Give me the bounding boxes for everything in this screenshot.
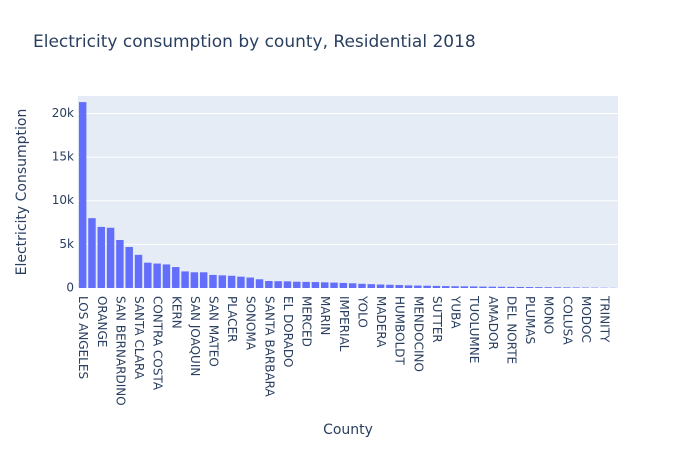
- x-tick-label: EL DORADO: [281, 296, 295, 368]
- bar: [526, 287, 533, 288]
- bar: [405, 285, 412, 288]
- bar: [284, 281, 291, 288]
- x-tick-label: MERCED: [300, 296, 314, 347]
- y-tick-label: 20k: [52, 106, 74, 120]
- bar: [563, 287, 570, 288]
- x-tick-label: TUOLUMNE: [467, 295, 481, 363]
- y-tick-label: 15k: [52, 150, 74, 164]
- bar: [274, 281, 281, 288]
- bar: [135, 255, 142, 288]
- bar: [144, 263, 151, 288]
- x-tick-label: CONTRA COSTA: [151, 296, 165, 391]
- bar: [414, 286, 421, 288]
- x-tick-label: ORANGE: [95, 296, 109, 347]
- bar: [442, 286, 449, 288]
- bar: [340, 283, 347, 288]
- x-tick-label: TRINITY: [598, 295, 612, 343]
- bar: [489, 287, 496, 288]
- plot-area: [78, 96, 618, 288]
- x-tick-label: COLUSA: [560, 296, 574, 346]
- bar: [107, 228, 114, 288]
- bar: [451, 286, 458, 288]
- x-tick-label: MODOC: [579, 296, 593, 343]
- bar: [535, 287, 542, 288]
- x-tick-label: YOLO: [355, 295, 369, 328]
- x-tick-label: IMPERIAL: [337, 296, 351, 352]
- bar: [237, 277, 244, 288]
- bar: [265, 281, 272, 288]
- bar: [116, 240, 123, 288]
- y-tick-label: 5k: [59, 237, 74, 251]
- bar: [386, 285, 393, 288]
- bar: [470, 286, 477, 288]
- x-tick-label: AMADOR: [486, 296, 500, 350]
- chart-title: Electricity consumption by county, Resid…: [33, 32, 476, 52]
- bar: [461, 286, 468, 288]
- bar: [377, 285, 384, 288]
- bar: [256, 279, 263, 288]
- bar: [209, 275, 216, 288]
- bar: [98, 227, 105, 288]
- x-tick-label: SANTA CLARA: [132, 296, 146, 380]
- x-tick-label: PLUMAS: [523, 296, 537, 344]
- y-tick-label: 10k: [52, 193, 74, 207]
- bar: [433, 286, 440, 288]
- x-axis-title: County: [323, 422, 373, 438]
- bar: [200, 272, 207, 288]
- bar: [228, 276, 235, 288]
- x-tick-label: SONOMA: [244, 296, 258, 351]
- x-tick-label: MONO: [542, 296, 556, 334]
- x-tick-label: YUBA: [449, 295, 463, 329]
- bar: [572, 287, 579, 288]
- bar: [312, 282, 319, 288]
- bar: [330, 283, 337, 288]
- x-tick-label: MARIN: [318, 296, 332, 335]
- bar: [88, 218, 95, 288]
- y-tick-label: 0: [66, 281, 74, 295]
- x-tick-label: SUTTER: [430, 296, 444, 343]
- bar: [321, 282, 328, 288]
- bar: [498, 287, 505, 288]
- bar: [302, 282, 309, 288]
- bar: [153, 264, 160, 288]
- x-tick-label: MADERA: [374, 296, 388, 348]
- bar: [219, 275, 226, 288]
- x-tick-label: PLACER: [225, 296, 239, 343]
- bar: [191, 272, 198, 288]
- bar: [507, 287, 514, 288]
- x-tick-label: SANTA BARBARA: [262, 296, 276, 398]
- bar: [368, 284, 375, 288]
- bar: [395, 285, 402, 288]
- bar: [544, 287, 551, 288]
- bar: [517, 287, 524, 288]
- x-tick-label: HUMBOLDT: [393, 296, 407, 366]
- x-tick-label: DEL NORTE: [504, 296, 518, 364]
- x-tick-label: LOS ANGELES: [76, 296, 90, 379]
- bar: [554, 287, 561, 288]
- x-tick-label: SAN MATEO: [207, 296, 221, 367]
- x-tick-label: MENDOCINO: [411, 296, 425, 372]
- bar: [125, 247, 132, 288]
- x-tick-label: KERN: [169, 296, 183, 329]
- bar: [423, 286, 430, 288]
- bar: [247, 278, 254, 288]
- bar: [181, 271, 188, 288]
- bar: [79, 102, 86, 288]
- bar: [293, 282, 300, 288]
- bar: [479, 287, 486, 288]
- y-axis-title: Electricity Consumption: [14, 109, 30, 276]
- bar: [349, 283, 356, 288]
- x-tick-label: SAN JOAQUIN: [188, 296, 202, 376]
- x-tick-label: SAN BERNARDINO: [113, 296, 127, 406]
- bar: [172, 267, 179, 288]
- bar: [358, 284, 365, 288]
- bar: [163, 264, 170, 288]
